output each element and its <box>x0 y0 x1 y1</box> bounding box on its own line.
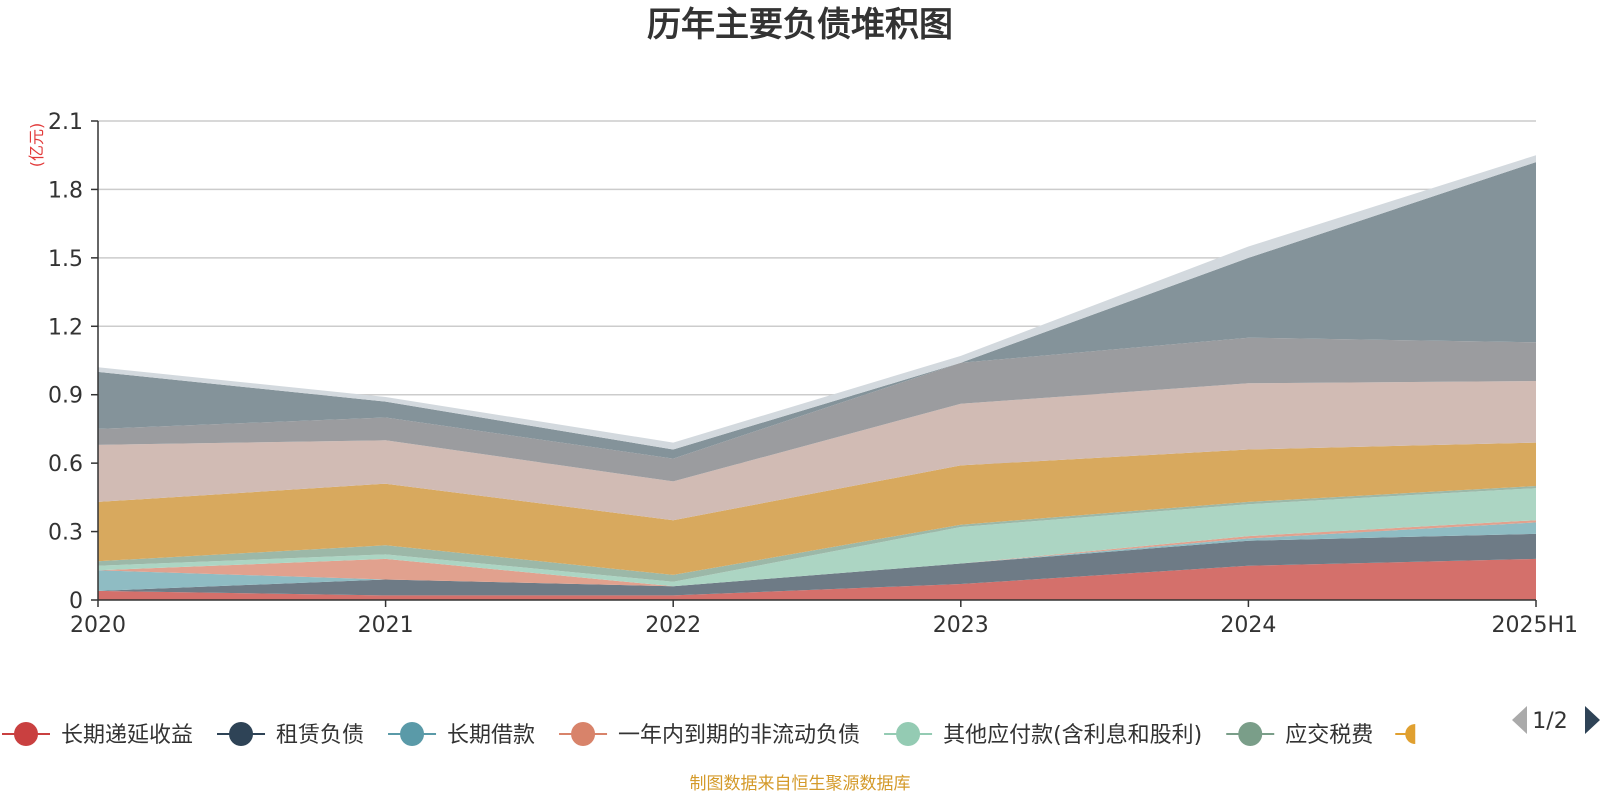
area-合同负债: 合同负债 <box>98 381 1536 521</box>
legend-item[interactable]: 一年内到期的非流动负债 <box>559 722 860 748</box>
legend-label: 一年内到期的非流动负债 <box>618 723 860 748</box>
y-tick-labels: 0 0.3 0.6 0.9 1.2 1.5 1.8 2.1 <box>48 110 83 614</box>
area-其他应付款(含利息和股利): 其他应付款(含利息和股利) <box>98 488 1536 587</box>
legend-label: 长期递延收益 <box>61 723 193 748</box>
area-应付职工薪酬: 应付职工薪酬 <box>98 337 1536 482</box>
legend-item[interactable]: 其他应付款(含利息和股利) <box>884 722 1202 748</box>
area-应交税费: 应交税费 <box>98 486 1536 582</box>
legend-marker-icon <box>1405 724 1416 744</box>
legend-marker-icon <box>229 722 254 746</box>
legend-marker-icon <box>1238 722 1263 746</box>
x-tick-label: 2023 <box>933 613 989 638</box>
legend-prev-page-icon[interactable] <box>1512 706 1527 734</box>
area-短期借款: 短期借款 <box>98 162 1536 459</box>
area-长期递延收益: 长期递延收益 <box>98 558 1536 600</box>
legend-marker-icon <box>896 722 921 746</box>
area-租赁负债: 租赁负债 <box>98 533 1536 596</box>
legend-label: 其他应付款(含利息和股利) <box>943 723 1202 748</box>
y-tick-label: 0.9 <box>48 384 83 409</box>
legend-label: 租赁负债 <box>276 723 364 748</box>
legend-item[interactable]: 租赁负债 <box>217 722 364 748</box>
legend-pager: 1/2 <box>1512 706 1600 734</box>
legend-item[interactable]: 长期借款 <box>388 722 535 748</box>
legend-next-page-icon[interactable] <box>1585 706 1600 734</box>
x-tick-label: 2024 <box>1220 613 1276 638</box>
legend-marker-icon <box>14 722 38 746</box>
x-tick-label: 2025H1 <box>1491 613 1578 638</box>
data-source-note: 制图数据来自恒生聚源数据库 <box>690 774 911 794</box>
y-tick-label: 0.3 <box>48 521 83 546</box>
area-一年内到期的非流动负债: 一年内到期的非流动负债 <box>98 520 1536 587</box>
chart-title: 历年主要负债堆积图 <box>647 5 953 45</box>
legend-label: 应交税费 <box>1285 723 1373 748</box>
y-tick-label: 2.1 <box>48 110 83 135</box>
legend-item-partial[interactable] <box>1395 724 1416 744</box>
y-tick-label: 1.2 <box>48 315 83 340</box>
y-tick-label: 1.8 <box>48 178 83 203</box>
legend-label: 长期借款 <box>447 723 535 748</box>
y-tick-label: 0 <box>69 589 83 614</box>
x-tick-label: 2020 <box>70 613 126 638</box>
axes <box>91 120 1537 607</box>
area-长期借款: 长期借款 <box>98 522 1536 591</box>
x-tick-label: 2021 <box>358 613 414 638</box>
y-tick-label: 1.5 <box>48 247 83 272</box>
legend-item[interactable]: 长期递延收益 <box>2 722 193 748</box>
legend-item[interactable]: 应交税费 <box>1226 722 1373 748</box>
x-tick-label: 2022 <box>645 613 701 638</box>
legend-marker-icon <box>400 722 425 746</box>
y-axis-unit-label: (亿元) <box>27 123 46 168</box>
area-应付账款: 应付账款 <box>98 442 1536 575</box>
legend: 长期递延收益 租赁负债 长期借款 一年内到期的非流动负债 其他应付款(含利息和股利) 应交… <box>2 722 1416 748</box>
legend-page-indicator: 1/2 <box>1532 709 1567 734</box>
legend-marker-icon <box>571 722 596 746</box>
x-tick-labels: 2020 2021 2022 2023 2024 2025H1 <box>70 613 1578 638</box>
y-tick-label: 0.6 <box>48 452 83 477</box>
area-series: 长期递延收益租赁负债长期借款一年内到期的非流动负债其他应付款(含利息和股利)应交… <box>98 155 1536 600</box>
